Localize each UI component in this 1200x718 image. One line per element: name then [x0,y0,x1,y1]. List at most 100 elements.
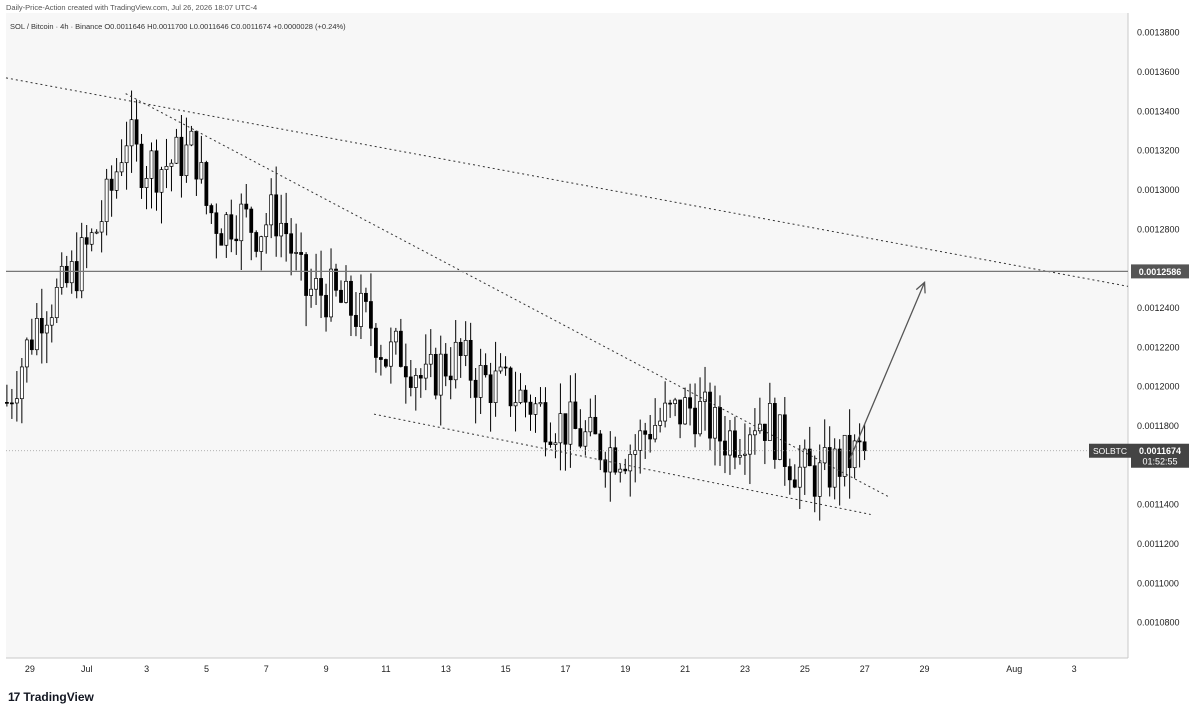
date-tick-label: 23 [740,664,750,674]
candle-down [274,194,279,237]
candle-up [713,407,717,439]
candle-up [683,397,687,425]
candle-up [94,231,99,234]
candle-down [578,428,583,447]
chart-area[interactable] [6,13,1128,658]
candle-down [473,379,478,398]
candle-up [99,221,104,233]
price-tick-label: 0.0011000 [1137,578,1179,588]
candle-down [837,448,842,477]
candle-up [842,434,847,477]
candle-down [693,407,697,435]
candle-down [5,402,9,404]
candle-up [738,454,742,458]
candle-up [239,203,244,242]
candle-up [388,341,393,367]
candle-down [349,280,353,316]
candle-up [89,232,94,245]
candle-down [109,178,114,191]
candle-down [643,430,648,435]
candle-up [673,399,678,404]
price-tick-label: 0.0013200 [1137,146,1180,156]
candle-down [403,366,408,378]
candle-down [354,314,358,327]
candle-up [69,261,74,284]
candle-down [443,353,448,377]
date-tick-label: 25 [800,664,810,674]
candle-down [64,265,69,284]
time-axis[interactable]: 29 Jul 3 5 7 9 11 13 15 17 19 21 23 25 27 29 Aug 3 [25,664,1077,674]
candle-up [359,292,363,327]
price-tick-label: 0.0010800 [1137,618,1180,628]
candle-up [344,280,348,303]
candle-up [588,416,593,433]
candle-up [518,389,523,403]
candle-up [184,144,189,176]
chart-svg[interactable]: 0.0013800 0.0013600 0.0013400 0.0013200 0.00… [0,0,1200,690]
candle-up [224,214,229,246]
date-tick-label: 21 [680,664,690,674]
candle-down [154,150,159,193]
candle-up [453,341,458,381]
candle-up [633,449,638,455]
candle-up [174,136,179,164]
candle-down [483,365,488,376]
candle-down [792,479,797,488]
candle-down [284,222,289,235]
candle-up [748,434,752,455]
candle-down [648,433,653,440]
candle-down [214,212,219,234]
price-axis[interactable]: 0.0013800 0.0013600 0.0013400 0.0013200 0.00… [1137,28,1180,628]
candle-up [438,353,443,396]
date-tick-label: 9 [324,664,329,674]
candle-up [493,370,498,403]
candle-up [638,430,643,451]
candle-down [458,341,463,356]
candle-down [369,301,373,329]
candle-up [309,288,313,296]
candle-up [757,423,762,432]
symbol-ohlc-bar: SOL / Bitcoin · 4h · Binance O0.0011646 … [10,22,346,31]
candle-down [678,399,682,425]
price-tick-label: 0.0013600 [1137,67,1180,77]
candle-up [24,339,29,368]
candle-down [548,441,553,445]
symbol-badge-text: SOLBTC [1093,446,1127,456]
projection-arrow-head [915,281,926,294]
price-tick-label: 0.0011800 [1137,421,1179,431]
candle-up [144,178,149,188]
candle-up [49,317,54,326]
candle-down [383,359,388,367]
candle-up [164,166,169,170]
candle-down [448,375,453,381]
price-tick-label: 0.0013800 [1137,28,1180,38]
candle-up [513,402,518,407]
candle-down [244,203,249,210]
price-tick-label: 0.0011200 [1137,539,1179,549]
candle-up [149,150,154,179]
candle-up [59,265,64,288]
price-tick-label: 0.0012200 [1137,342,1180,352]
date-tick-label: 29 [25,664,35,674]
date-tick-label: 15 [501,664,511,674]
candle-up [743,453,747,456]
candle-up [44,324,49,334]
candle-up [753,430,757,436]
date-tick-label: 11 [381,664,390,674]
price-tick-label: 0.0011400 [1137,500,1179,510]
candle-up [104,178,109,222]
date-tick-label: 27 [860,664,870,674]
candle-up [413,375,418,388]
date-tick-label: 3 [1072,664,1077,674]
candle-down [827,447,832,488]
candle-up [478,365,483,398]
candle-up [314,278,318,290]
candle-up [199,162,204,180]
candle-up [54,286,59,319]
candle-down [84,237,89,245]
candle-up [797,466,802,488]
candle-up [767,403,772,441]
candle-down [418,375,423,379]
candle-up [423,363,428,379]
